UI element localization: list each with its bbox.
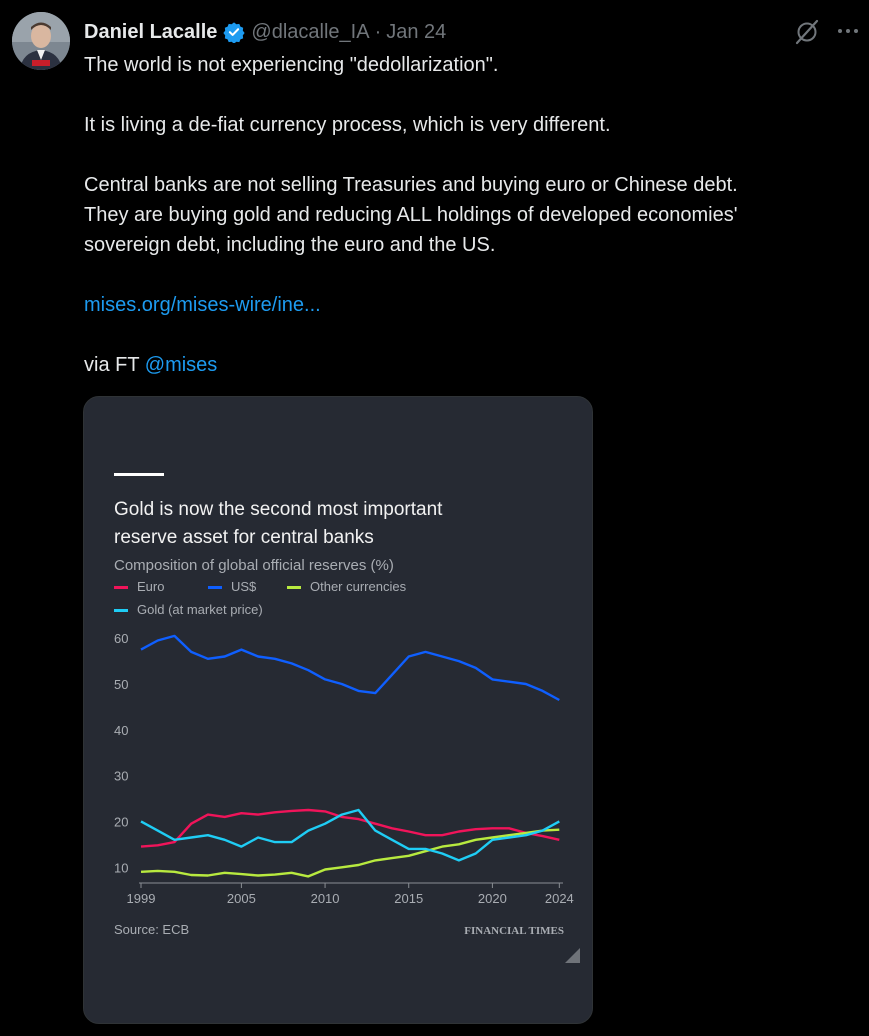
x-tick-label: 2015 [394, 891, 423, 906]
tweet-text-line: It is living a de-fiat currency process,… [84, 114, 611, 136]
chart-image-card[interactable]: Gold is now the second most important re… [83, 396, 593, 1024]
tweet-date[interactable]: Jan 24 [386, 20, 447, 43]
y-tick-label: 10 [114, 860, 128, 875]
x-tick-label: 2010 [311, 891, 340, 906]
y-tick-label: 50 [114, 677, 128, 692]
separator-dot: · [374, 20, 382, 43]
chart-legend: Euro US$ Other currencies Gold (at market p… [114, 579, 407, 617]
tweet-text-line: They are buying gold and reducing ALL ho… [84, 204, 738, 226]
chart-source: Source: ECB [114, 922, 189, 937]
ft-logo: FINANCIAL TIMES [464, 925, 564, 937]
tweet-text-line: sovereign debt, including the euro and t… [84, 234, 496, 256]
y-tick-label: 60 [114, 631, 128, 646]
author-handle[interactable]: @dlacalle_IA [251, 20, 370, 43]
chart-title-line-1: Gold is now the second most important [114, 499, 443, 520]
avatar[interactable] [12, 12, 70, 70]
ft-chart: Gold is now the second most important re… [114, 473, 580, 963]
chart-lines [140, 634, 560, 878]
y-tick-label: 40 [114, 723, 128, 738]
tweet-link[interactable]: mises.org/mises-wire/ine... [84, 294, 321, 316]
more-icon[interactable] [833, 16, 863, 46]
legend-label: Other currencies [310, 579, 407, 594]
series-line-other-currencies [140, 828, 560, 878]
x-tick-label: 2024 [545, 891, 574, 906]
x-axis: 1999 2005 2010 2015 2020 2024 [127, 882, 574, 906]
legend-swatch [287, 586, 301, 589]
ft-title-bar [114, 473, 164, 476]
legend-swatch [114, 609, 128, 612]
tweet-text-line: Central banks are not selling Treasuries… [84, 174, 738, 196]
series-line-gold-at-market-price- [140, 808, 560, 862]
author-name[interactable]: Daniel Lacalle [84, 20, 218, 43]
expand-corner-icon [565, 948, 580, 963]
via-text: via FT [84, 354, 145, 376]
y-tick-label: 20 [114, 814, 128, 829]
grok-icon[interactable] [793, 18, 821, 46]
verified-badge-icon[interactable] [223, 21, 246, 44]
chart-subtitle: Composition of global official reserves … [114, 557, 394, 574]
legend-swatch [114, 586, 128, 589]
x-tick-label: 2020 [478, 891, 507, 906]
legend-label: US$ [231, 579, 257, 594]
tweet-header: Daniel Lacalle @dlacalle_IA · Jan 24 [84, 18, 446, 46]
legend-label: Euro [137, 579, 164, 594]
legend-label: Gold (at market price) [137, 602, 263, 617]
x-tick-label: 2005 [227, 891, 256, 906]
mention-link[interactable]: @mises [144, 354, 218, 376]
series-line-euro [140, 808, 560, 848]
y-axis: 10 20 30 40 50 60 [114, 631, 128, 875]
chart-title-line-2: reserve asset for central banks [114, 527, 374, 548]
legend-swatch [208, 586, 222, 589]
tweet-text-line: The world is not experiencing "dedollari… [84, 54, 499, 76]
x-tick-label: 1999 [127, 891, 156, 906]
tweet-text: The world is not experiencing "dedollari… [84, 50, 854, 380]
series-line-us- [140, 634, 560, 702]
y-tick-label: 30 [114, 769, 128, 784]
